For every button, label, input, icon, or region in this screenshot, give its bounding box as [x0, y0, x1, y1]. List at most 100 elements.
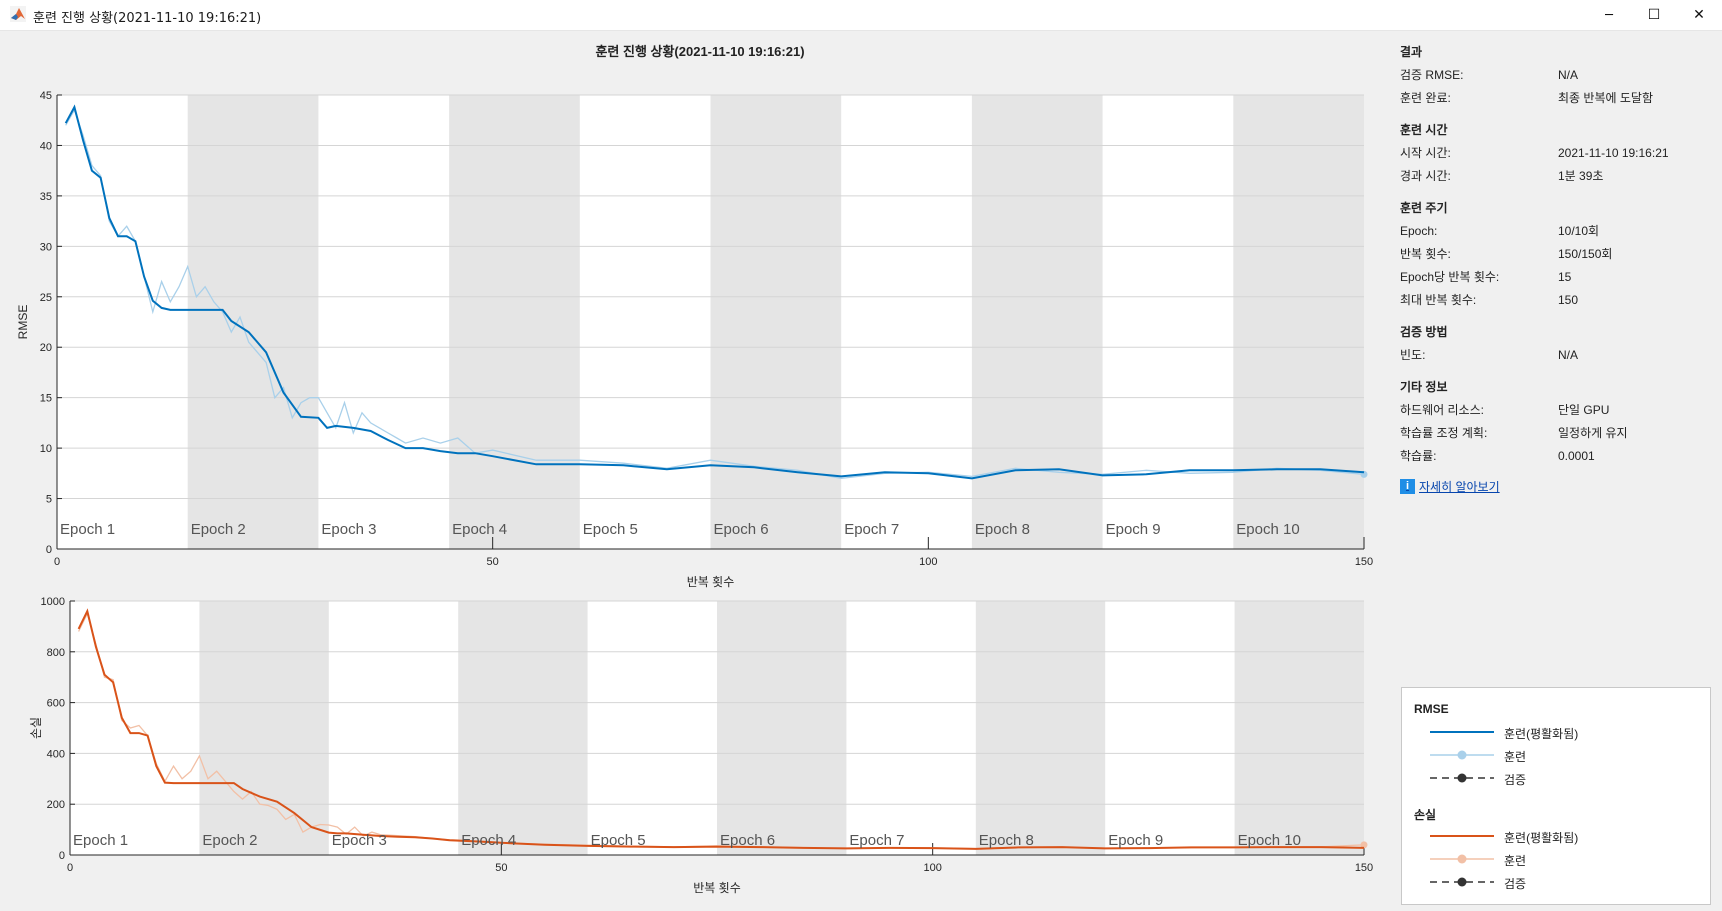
info-row: 검증 RMSE: N/A	[1400, 64, 1715, 87]
y-tick-label: 40	[40, 140, 52, 152]
info-row: 학습률: 0.0001	[1400, 445, 1715, 468]
legend-label: 검증	[1504, 877, 1527, 891]
learn-more-label: 자세히 알아보기	[1419, 480, 1500, 494]
window-title: 훈련 진행 상황(2021-11-10 19:16:21)	[33, 11, 262, 26]
legend-label: 훈련	[1504, 750, 1527, 764]
info-value: 최종 반복에 도달함	[1558, 91, 1653, 105]
close-icon: ✕	[1693, 7, 1705, 23]
info-label: 학습률:	[1400, 449, 1437, 463]
minimize-icon: ─	[1605, 7, 1613, 23]
epoch-label: Epoch 6	[714, 521, 769, 538]
series-line-smoothed	[77, 608, 1365, 850]
y-tick-label: 800	[47, 647, 65, 659]
epoch-label: Epoch 8	[979, 832, 1034, 849]
legend-group-title: RMSE	[1414, 702, 1449, 716]
epoch-band	[199, 601, 329, 855]
info-label: 최대 반복 횟수:	[1400, 293, 1477, 307]
y-tick-label: 0	[59, 850, 65, 862]
legend-marker	[1457, 773, 1467, 783]
maximize-button[interactable]: ☐	[1631, 0, 1677, 30]
epoch-label: Epoch 6	[720, 832, 775, 849]
info-row: 경과 시간: 1분 39초	[1400, 165, 1715, 188]
epoch-band	[458, 601, 588, 855]
info-value: 150/150회	[1558, 247, 1613, 261]
legend-item: 검증	[1402, 768, 1702, 788]
epoch-band	[710, 95, 842, 549]
info-value: 150	[1558, 293, 1579, 307]
info-value: 1분 39초	[1558, 169, 1604, 183]
rmse-chart: 0 5 10 15 20 25 30 35 40 45 0 50 100 150 반복 횟수 RMSE Epoc…	[16, 90, 1373, 589]
y-tick-label: 1000	[41, 596, 65, 608]
info-label: 검증 RMSE:	[1400, 68, 1464, 82]
legend-item: 검증	[1402, 872, 1702, 892]
info-label: 빈도:	[1400, 348, 1426, 362]
info-value: N/A	[1558, 68, 1579, 82]
legend-item: 훈련	[1402, 849, 1702, 869]
info-row: Epoch: 10/10회	[1400, 220, 1715, 243]
y-tick-label: 45	[40, 90, 52, 102]
info-section: 훈련 시간 시작 시간: 2021-11-10 19:16:21 경과 시간: 1분 3…	[1400, 120, 1715, 188]
legend-item: 훈련	[1402, 745, 1702, 765]
info-label: 시작 시간:	[1400, 146, 1451, 160]
series-endpoint-raw	[1360, 841, 1368, 849]
y-tick-label: 20	[40, 342, 52, 354]
y-tick-label: 400	[47, 748, 65, 760]
legend-label: 검증	[1504, 773, 1527, 787]
x-tick-label: 100	[923, 862, 941, 874]
y-tick-label: 10	[40, 443, 52, 455]
close-button[interactable]: ✕	[1676, 0, 1722, 30]
legend-marker	[1457, 854, 1467, 864]
epoch-label: Epoch 1	[60, 521, 115, 538]
training-info-panel: 결과 검증 RMSE: N/A 훈련 완료: 최종 반복에 도달함 훈련 시간 시작 시간:…	[1400, 42, 1715, 495]
window-titlebar[interactable]: 훈련 진행 상황(2021-11-10 19:16:21) ─ ☐ ✕	[0, 0, 1722, 31]
info-section-title: 기타 정보	[1400, 380, 1448, 394]
epoch-label: Epoch 2	[191, 521, 246, 538]
legend-marker	[1457, 750, 1467, 760]
epoch-label: Epoch 9	[1108, 832, 1163, 849]
legend-panel: RMSE 훈련(평활화됨) 훈련 검증 손실 훈련(평활화됨) 훈련 검증	[1401, 687, 1711, 905]
x-tick-label: 50	[487, 556, 499, 568]
matlab-app-icon	[10, 6, 26, 22]
epoch-label: Epoch 4	[461, 832, 516, 849]
legend-smoothed-icon	[1430, 731, 1494, 733]
info-section-title: 훈련 주기	[1400, 201, 1448, 215]
x-axis-label: 반복 횟수	[687, 575, 735, 589]
info-section-title: 검증 방법	[1400, 325, 1448, 339]
info-value: 10/10회	[1558, 224, 1600, 238]
epoch-label: Epoch 5	[591, 832, 646, 849]
info-label: 반복 횟수:	[1400, 247, 1451, 261]
y-tick-label: 0	[46, 544, 52, 556]
info-row: 반복 횟수: 150/150회	[1400, 243, 1715, 266]
y-tick-label: 25	[40, 292, 52, 304]
info-section: 기타 정보 하드웨어 리소스: 단일 GPU 학습률 조정 계획: 일정하게 유지 학습률…	[1400, 377, 1715, 468]
minimize-button[interactable]: ─	[1586, 0, 1632, 30]
learn-more-link[interactable]: i 자세히 알아보기	[1400, 478, 1715, 495]
info-value: 2021-11-10 19:16:21	[1558, 146, 1669, 160]
y-tick-label: 30	[40, 241, 52, 253]
epoch-label: Epoch 4	[452, 521, 507, 538]
epoch-band	[1233, 95, 1364, 549]
epoch-label: Epoch 8	[975, 521, 1030, 538]
info-row: 시작 시간: 2021-11-10 19:16:21	[1400, 142, 1715, 165]
info-value: 일정하게 유지	[1558, 426, 1628, 440]
legend-label: 훈련(평활화됨)	[1504, 727, 1579, 741]
y-axis-label: RMSE	[16, 305, 30, 340]
epoch-label: Epoch 9	[1106, 521, 1161, 538]
legend-validation-icon	[1430, 773, 1494, 783]
epoch-band	[449, 95, 580, 549]
epoch-band	[717, 601, 847, 855]
legend-validation-icon	[1430, 877, 1494, 887]
info-row: Epoch당 반복 횟수: 15	[1400, 266, 1715, 289]
info-row: 빈도: N/A	[1400, 344, 1715, 367]
x-axis-label: 반복 횟수	[693, 881, 741, 895]
legend-label: 훈련(평활화됨)	[1504, 831, 1579, 845]
legend-group-title: 손실	[1414, 808, 1437, 822]
info-row: 하드웨어 리소스: 단일 GPU	[1400, 399, 1715, 422]
y-tick-label: 600	[47, 698, 65, 710]
legend-marker	[1457, 877, 1467, 887]
epoch-band	[187, 95, 319, 549]
x-tick-label: 150	[1355, 862, 1373, 874]
epoch-label: Epoch 10	[1236, 521, 1299, 538]
epoch-label: Epoch 7	[849, 832, 904, 849]
